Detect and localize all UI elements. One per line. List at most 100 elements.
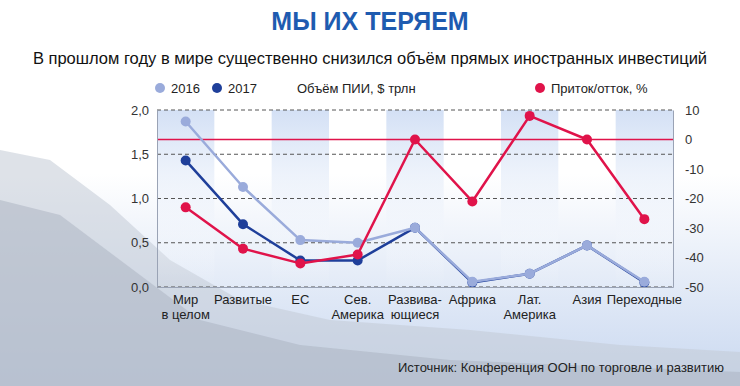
series-point [525,111,535,121]
series-point [410,135,420,145]
tick: Сев.Америка [331,287,384,322]
tick-label: -40 [685,250,704,265]
tick-label-line: Сев. [344,292,371,307]
series-point [295,235,305,245]
tick-label: 1,0 [131,191,149,206]
series-point [295,258,305,268]
tick: -30 [673,221,704,236]
series-point [238,244,248,254]
series-point [467,277,477,287]
axis-title: Объём ПИИ, $ трлн [297,81,416,96]
tick: Лат.Америка [503,287,556,322]
tick-label-line: Развитые [214,292,272,307]
tick-label-line: в целом [161,307,210,322]
tick-label-line: Мир [173,292,198,307]
tick-label: Развитые [214,292,272,307]
tick-label: Азия [573,292,602,307]
tick: 2,0 [131,103,157,118]
tick: 1,0 [131,191,157,206]
series-point [467,196,477,206]
axis-line [158,287,674,288]
tick-label: 2,0 [131,103,149,118]
series-point [582,135,592,145]
legend-marker [212,83,222,93]
tick: -40 [673,250,704,265]
grid-line [157,198,673,199]
tick-label: Африка [449,292,497,307]
series-line [186,122,645,282]
tick: Переходные [607,287,682,307]
x-axis: Мирв целомРазвитыеЕССев.АмерикаРазвива-ю… [158,287,683,322]
legend-label: Приток/отток, % [551,81,648,96]
tick: -10 [673,162,704,177]
y-axis: 0,0 0,5 1,0 1,5 2,0 [131,103,158,295]
legend-label: 2016 [171,81,200,96]
source: Источник: Конференция ООН по торговле и … [398,360,724,375]
tick-label-line: Переходные [607,292,682,307]
y2-axis: -50 -40 -30 -20 -10 0 10 [673,103,704,295]
legend: 2016 2017 Приток/отток, % Объём ПИИ, $ трлн [155,81,648,96]
background [0,0,740,386]
title: МЫ ИХ ТЕРЯЕМ [271,7,468,35]
chart: 0,0 0,5 1,0 1,5 2,0 -50 -40 -30 -20 -10 0 10 Мирв це… [0,0,740,386]
grid-line [157,154,673,155]
tick-label: 10 [685,103,699,118]
tick: 0 [673,132,692,147]
tick: 0,0 [131,280,157,295]
tick-label: ЕС [291,292,309,307]
tick: 10 [673,103,699,118]
tick-label-line: Америка [503,307,556,322]
series-point [525,269,535,279]
legend-marker [535,83,545,93]
tick-label: 0,0 [131,280,149,295]
series-point [238,219,248,229]
grid [157,110,673,287]
tick: Развива-ющиеся [388,287,442,322]
series-point [410,223,420,233]
subtitle: В прошлом году в мире существенно снизил… [33,49,707,67]
tick-label: -10 [685,162,704,177]
column-bands [157,110,673,287]
axis-line [157,111,158,288]
legend-marker [155,83,165,93]
tick-label: 1,5 [131,147,149,162]
series-point [238,182,248,192]
grid-line [157,287,673,288]
series-point [353,250,363,260]
tick: 0,5 [131,235,157,250]
series-point [181,202,191,212]
tick-label-line: Азия [573,292,602,307]
plot-area [181,111,650,287]
series-line [186,116,645,264]
tick: Развитые [214,287,272,307]
tick-label: Сев.Америка [331,292,384,321]
tick: 1,5 [131,147,157,162]
series-point [467,278,477,287]
tick: Азия [573,287,602,307]
series-point [639,278,649,287]
tick-label: -30 [685,221,704,236]
series-point [410,223,420,233]
tick-label-line: Лат. [518,292,542,307]
tick-label-line: Африка [449,292,497,307]
tick-label: 0,5 [131,235,149,250]
tick: ЕС [291,287,309,307]
tick-label-line: Америка [331,307,384,322]
tick-label-line: ЕС [291,292,309,307]
series-point [639,214,649,224]
tick-label: -20 [685,191,704,206]
series-point [582,240,592,250]
tick-label: Переходные [607,292,682,307]
tick-label: Мирв целом [161,292,210,321]
grid-line [157,110,673,111]
tick-label-line: ющиеся [391,307,439,322]
tick-label: -50 [685,280,704,295]
tick-label: Развива-ющиеся [388,292,442,321]
series-line [186,160,645,282]
tick-label-line: Развива- [388,292,442,307]
column-band [386,110,443,287]
tick-label: 0 [685,132,692,147]
series-point [639,277,649,287]
tick: Африка [449,287,497,307]
legend-label: 2017 [228,81,257,96]
